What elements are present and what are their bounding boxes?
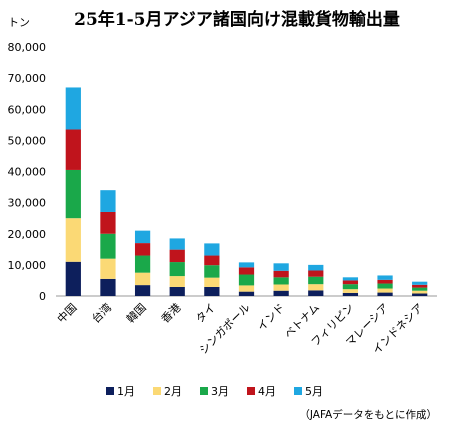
legend-label: 1月 bbox=[117, 385, 135, 398]
bar-segment bbox=[100, 233, 116, 259]
bar-segment bbox=[169, 262, 185, 277]
x-category-label: タイ bbox=[193, 301, 218, 326]
bar-segment bbox=[412, 281, 428, 285]
bar-segment bbox=[65, 129, 81, 170]
y-tick-label: 70,000 bbox=[8, 72, 47, 85]
bar-segment bbox=[238, 291, 255, 296]
bar-segment bbox=[169, 238, 185, 250]
bar-segment bbox=[204, 243, 220, 256]
bar-segment bbox=[308, 276, 324, 285]
bar-segment bbox=[100, 258, 116, 279]
bar-segment bbox=[134, 255, 151, 273]
legend-swatch bbox=[247, 387, 255, 395]
bar-segment bbox=[342, 289, 359, 293]
x-category-label: 中国 bbox=[55, 301, 80, 326]
bar-segment bbox=[308, 270, 324, 277]
x-category-label: 香港 bbox=[159, 301, 184, 326]
bar-segment bbox=[308, 284, 324, 291]
bar-segment bbox=[412, 290, 428, 294]
bar-segment bbox=[273, 290, 289, 296]
bar-segment bbox=[273, 263, 289, 271]
bar-segment bbox=[169, 249, 185, 263]
bar-segment bbox=[134, 230, 151, 244]
source-note: （JAFAデータをもとに作成） bbox=[299, 408, 437, 421]
bar-segment bbox=[308, 290, 324, 296]
bar-segment bbox=[65, 169, 81, 219]
bar-segment bbox=[65, 261, 81, 296]
legend-swatch bbox=[294, 387, 302, 395]
legend-label: 3月 bbox=[211, 385, 229, 398]
legend-swatch bbox=[200, 387, 208, 395]
bar-segment bbox=[342, 284, 359, 290]
bar-segment bbox=[65, 218, 81, 262]
bar-segment bbox=[342, 280, 359, 285]
bar-segment bbox=[412, 287, 428, 291]
bar-segment bbox=[412, 284, 428, 288]
bar-segment bbox=[273, 270, 289, 278]
bars-group bbox=[65, 87, 428, 296]
bar-segment bbox=[65, 87, 81, 130]
bar-segment bbox=[377, 288, 393, 293]
y-tick-label: 30,000 bbox=[8, 197, 47, 210]
bar-segment bbox=[100, 211, 116, 234]
bar-segment bbox=[238, 274, 255, 286]
bar-segment bbox=[134, 285, 151, 296]
bar-segment bbox=[377, 283, 393, 289]
x-category-label: 台湾 bbox=[89, 300, 114, 325]
bar-segment bbox=[342, 292, 359, 296]
y-tick-label: 40,000 bbox=[8, 166, 47, 179]
y-tick-label: 60,000 bbox=[8, 103, 47, 116]
chart-title: 25年1-5月アジア諸国向け混載貨物輸出量 bbox=[74, 9, 400, 30]
bar-segment bbox=[134, 243, 151, 256]
legend-label: 5月 bbox=[305, 385, 323, 398]
legend-swatch bbox=[153, 387, 161, 395]
y-tick-label: 80,000 bbox=[8, 41, 47, 54]
bar-segment bbox=[308, 264, 324, 271]
bar-segment bbox=[204, 265, 220, 278]
x-category-label: インド bbox=[255, 301, 288, 334]
legend-label: 2月 bbox=[164, 385, 182, 398]
y-tick-label: 50,000 bbox=[8, 134, 47, 147]
bar-segment bbox=[377, 292, 393, 296]
y-axis-ticks: 0 10,000 20,000 30,000 40,000 50,000 60,000 70,… bbox=[8, 41, 47, 303]
bar-segment bbox=[238, 267, 255, 275]
bar-segment bbox=[412, 293, 428, 296]
bar-segment bbox=[273, 284, 289, 291]
bar-segment bbox=[169, 276, 185, 287]
bar-segment bbox=[169, 286, 185, 296]
y-tick-label: 20,000 bbox=[8, 228, 47, 241]
bar-segment bbox=[134, 272, 151, 286]
legend-swatch bbox=[106, 387, 114, 395]
x-category-label: 韓国 bbox=[124, 301, 149, 326]
bar-segment bbox=[238, 262, 255, 268]
bar-segment bbox=[100, 278, 116, 296]
bar-segment bbox=[377, 279, 393, 284]
bar-segment bbox=[377, 275, 393, 280]
legend: 1月 2月 3月 4月 5月 bbox=[106, 385, 323, 398]
bar-segment bbox=[238, 285, 255, 292]
bar-segment bbox=[204, 255, 220, 266]
y-tick-label: 0 bbox=[39, 290, 46, 303]
y-axis-unit-label: トン bbox=[8, 16, 30, 29]
bar-segment bbox=[204, 286, 220, 296]
bar-segment bbox=[204, 277, 220, 287]
bar-segment bbox=[100, 190, 116, 212]
legend-label: 4月 bbox=[258, 385, 276, 398]
y-tick-label: 10,000 bbox=[8, 259, 47, 272]
bar-segment bbox=[342, 277, 359, 281]
bar-segment bbox=[273, 277, 289, 285]
